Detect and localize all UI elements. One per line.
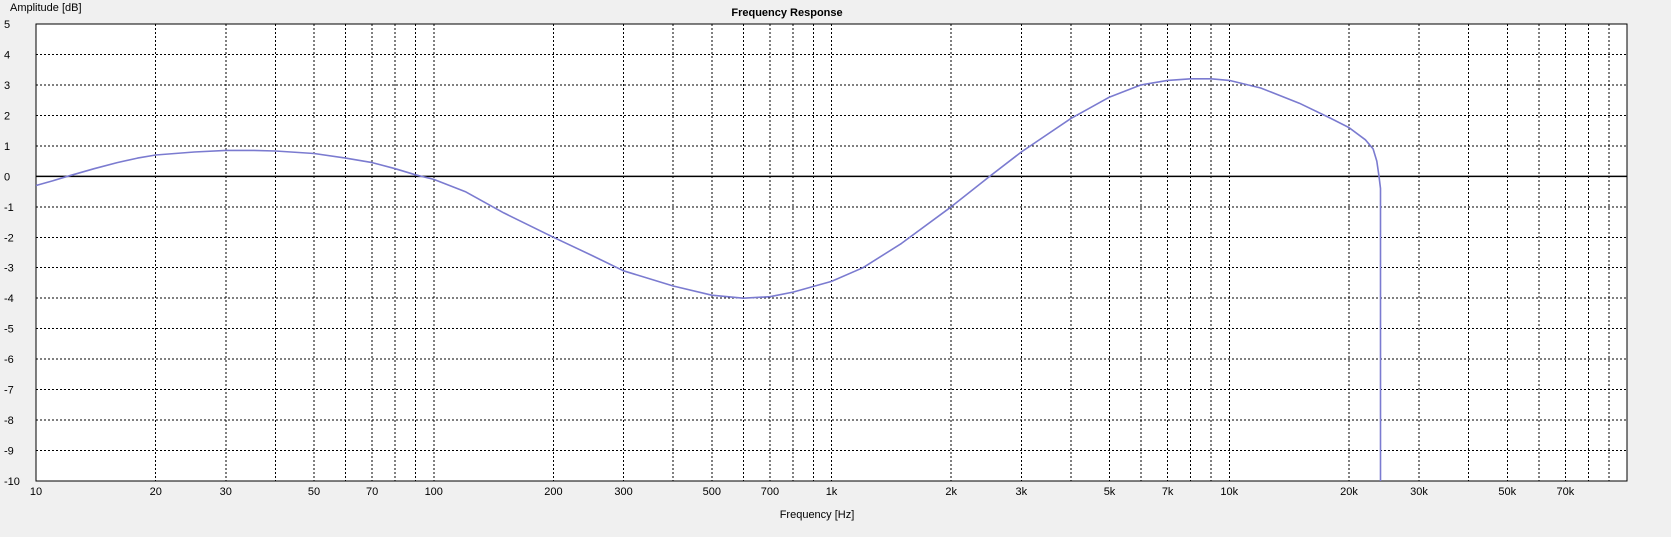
y-tick-label: -9 [4,446,14,458]
x-tick-label: 5k [1104,486,1116,498]
x-tick-label: 700 [761,486,779,498]
y-tick-label: -7 [4,385,14,397]
x-tick-label: 30 [220,486,232,498]
y-tick-label: -5 [4,324,14,336]
y-tick-label: 4 [4,49,10,61]
grid-layer [35,23,1628,482]
x-tick-label: 2k [945,486,957,498]
y-tick-label: 0 [4,171,10,183]
y-tick-label: -8 [4,415,14,427]
x-tick-label: 70k [1557,486,1575,498]
x-tick-label: 30k [1410,486,1428,498]
x-axis-title: Frequency [Hz] [780,509,855,521]
y-tick-label: -2 [4,232,14,244]
chart-title: Frequency Response [731,7,842,19]
x-tick-label: 50k [1498,486,1516,498]
plot-layer [35,78,1627,481]
y-tick-label: 1 [4,141,10,153]
x-tick-label: 3k [1015,486,1027,498]
x-tick-label: 70 [366,486,378,498]
x-tick-label: 7k [1162,486,1174,498]
y-tick-label: -3 [4,263,14,275]
x-tick-label: 100 [425,486,443,498]
x-tick-label: 200 [544,486,562,498]
x-tick-label: 1k [826,486,838,498]
y-tick-label: -4 [4,293,14,305]
plot-border [35,23,1628,482]
label-layer: Frequency Response Amplitude [dB] Freque… [4,2,1575,521]
x-tick-label: 20k [1340,486,1358,498]
y-tick-label: -10 [4,476,20,488]
x-tick-label: 500 [703,486,721,498]
y-tick-label: -6 [4,354,14,366]
x-tick-label: 10 [30,486,42,498]
y-tick-label: 3 [4,80,10,92]
y-tick-label: -1 [4,202,14,214]
y-tick-label: 2 [4,110,10,122]
y-tick-label: 5 [4,19,10,31]
x-tick-label: 50 [308,486,320,498]
x-tick-label: 300 [614,486,632,498]
x-tick-label: 20 [150,486,162,498]
x-tick-label: 10k [1220,486,1238,498]
y-axis-title: Amplitude [dB] [10,2,82,14]
series-line [35,78,1382,481]
